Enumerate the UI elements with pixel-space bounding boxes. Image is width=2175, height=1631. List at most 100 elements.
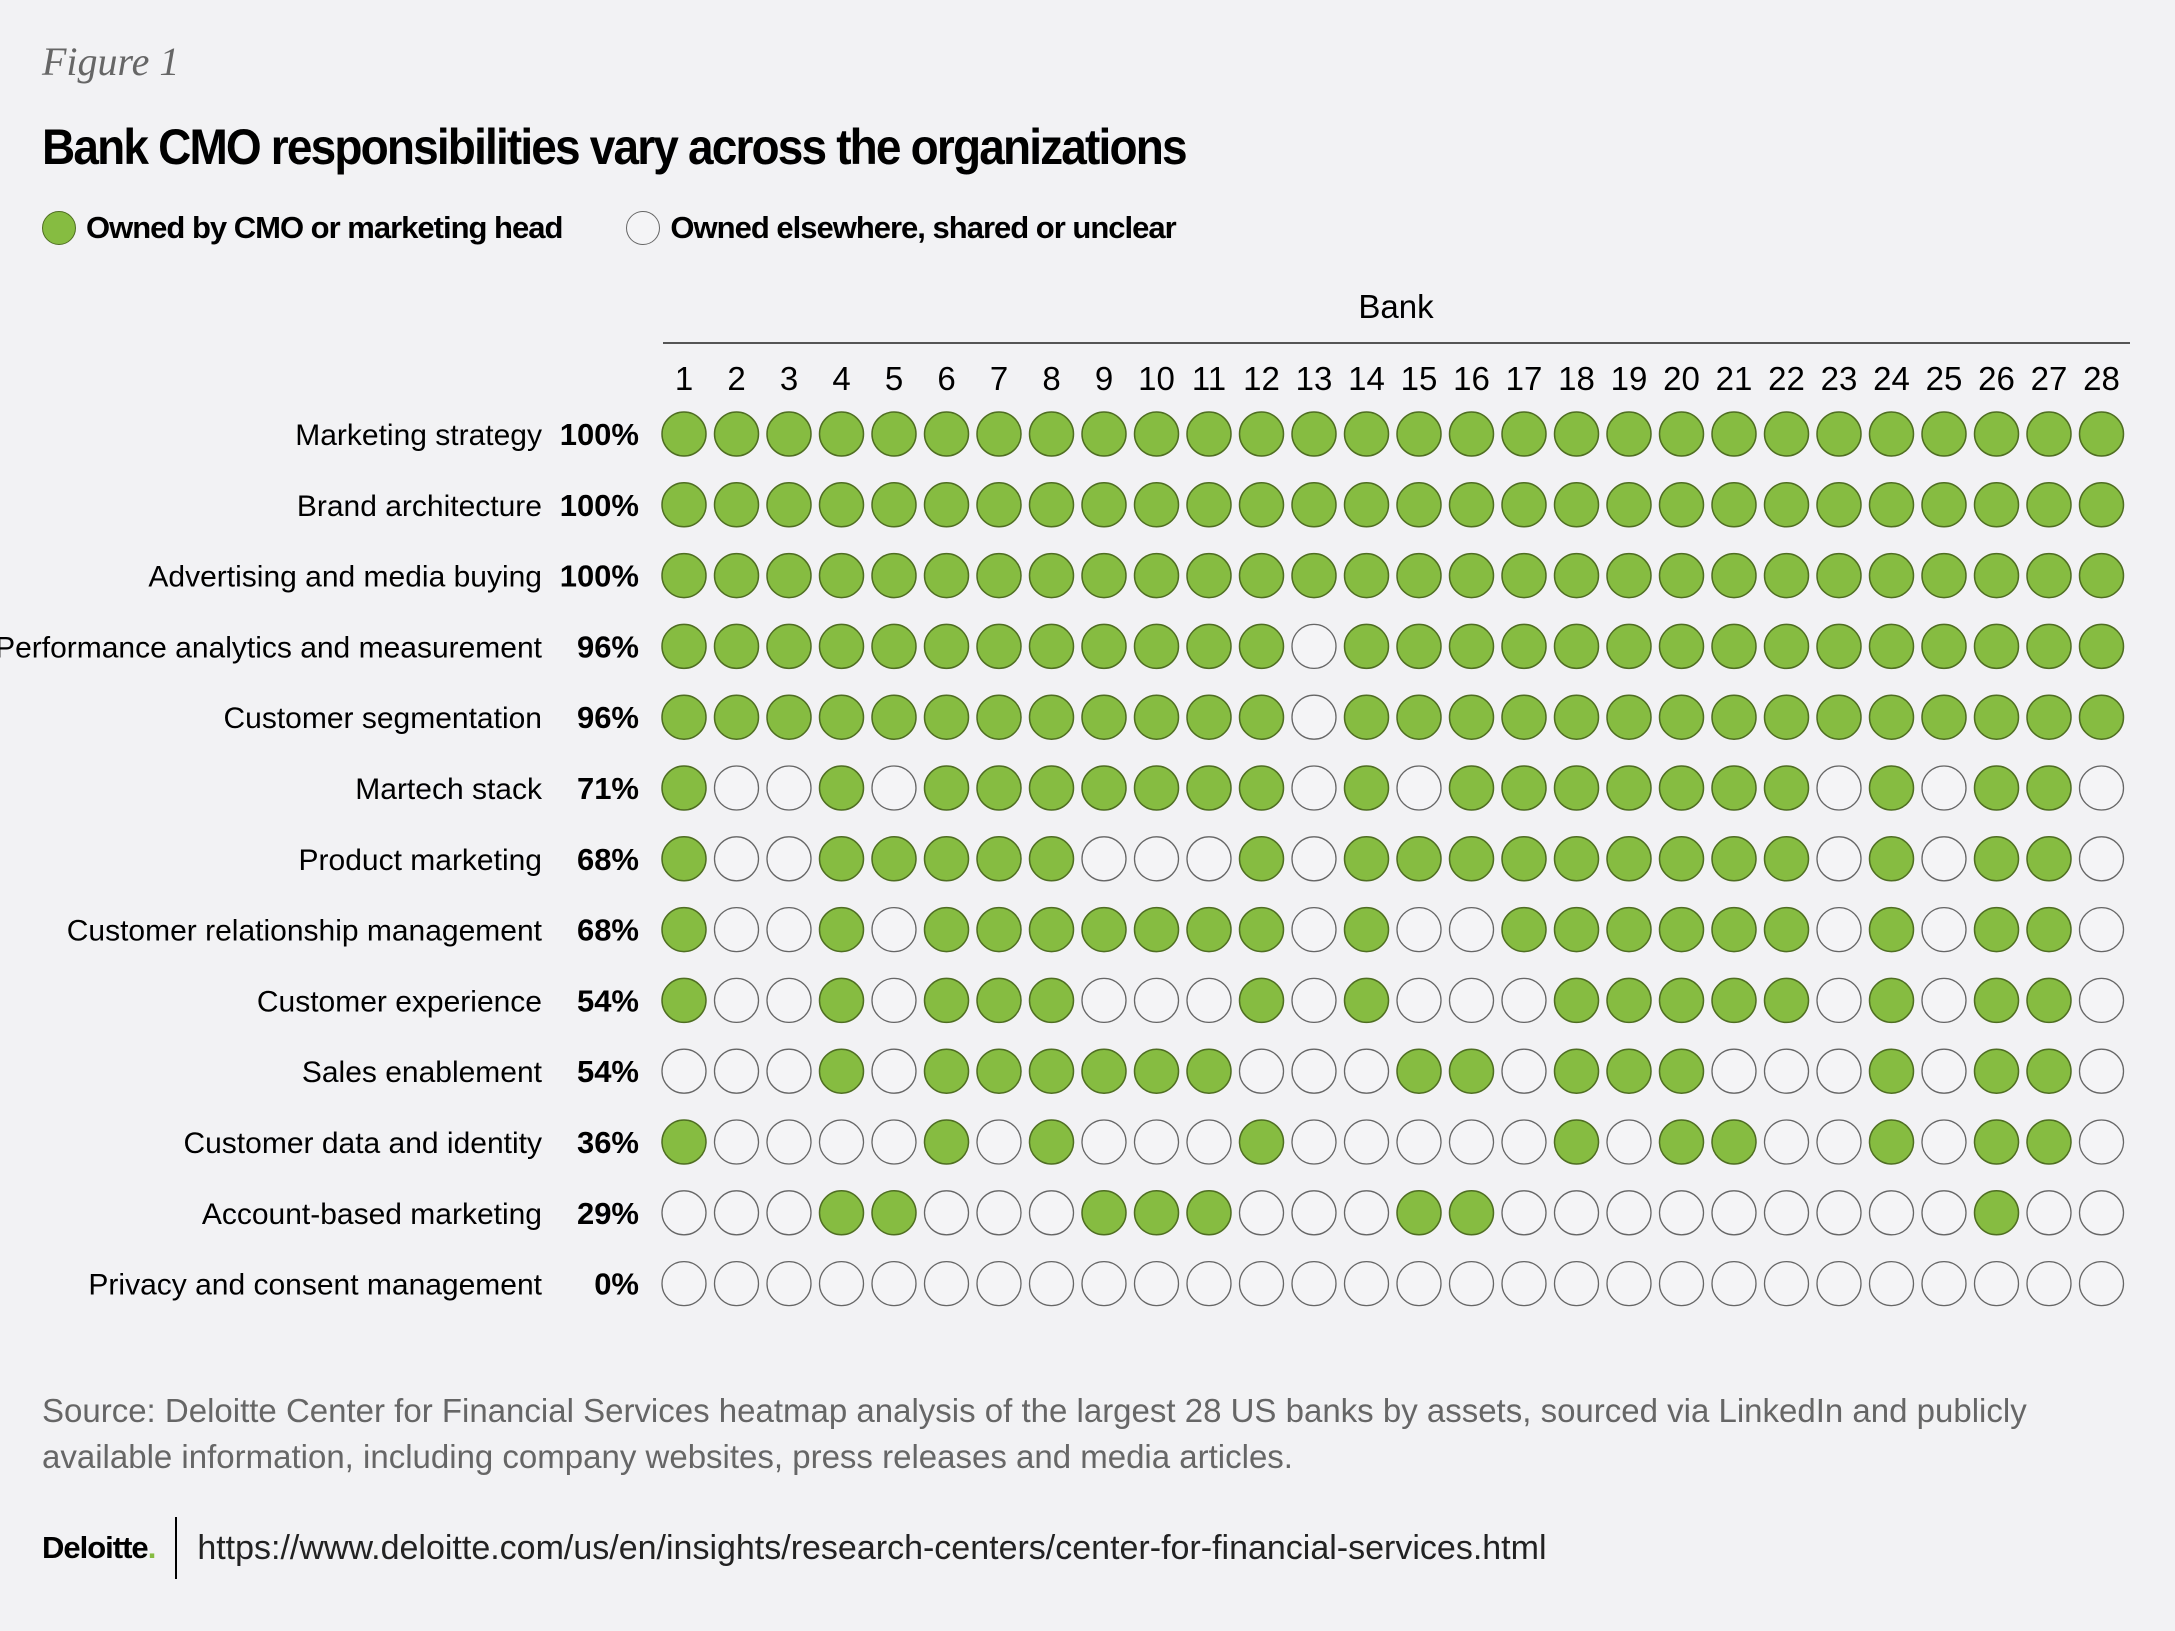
source-note: Source: Deloitte Center for Financial Se… [42,1392,2027,1475]
owned-dot [1658,623,1705,670]
owned-dot [923,836,970,882]
owned-dot [1763,411,1810,457]
elsewhere-dot [976,1190,1022,1236]
owned-dot [1396,411,1442,457]
elsewhere-dot [766,1260,812,1307]
row-percent: 96% [577,700,639,735]
owned-dot [1553,411,1600,457]
owned-dot [1028,836,1075,882]
owned-dot [923,482,970,528]
row-label: Brand architecture [297,490,542,523]
legend-item-elsewhere: Owned elsewhere, shared or unclear [626,210,1177,246]
owned-dot [871,836,917,882]
owned-dot [1658,552,1705,599]
elsewhere-dot [713,1119,760,1165]
elsewhere-dot [1291,1048,1337,1094]
owned-dot [1658,482,1705,528]
owned-dot [1081,1048,1127,1094]
owned-dot [1501,623,1547,670]
owned-dot [976,1048,1022,1094]
owned-dot [1553,765,1600,811]
owned-dot [1973,1048,2020,1094]
owned-dot [1186,765,1232,811]
footer-url[interactable]: https://www.deloitte.com/us/en/insights/… [197,1528,1547,1567]
elsewhere-dot [1028,1190,1075,1236]
owned-dot [1501,552,1547,599]
owned-dot [1343,765,1390,811]
owned-dot [1816,694,1862,740]
owned-dot [1606,482,1652,528]
owned-dot [1973,552,2020,599]
elsewhere-dot [1711,1048,1757,1094]
owned-dot [1553,552,1600,599]
elsewhere-dot [1921,906,1967,953]
owned-dot [1396,1048,1442,1094]
x-tick-label: 11 [1192,360,1226,397]
x-tick-label: 14 [1348,360,1385,397]
owned-dot [1606,623,1652,670]
owned-dot [1553,836,1600,882]
owned-dot [1868,1048,1915,1094]
elsewhere-dot [1081,836,1127,882]
owned-dot [1028,1119,1075,1165]
elsewhere-dot [713,1260,760,1307]
owned-dot [1501,906,1547,953]
elsewhere-dot [1343,1119,1390,1165]
elsewhere-dot [871,977,917,1024]
owned-dot [661,411,707,457]
owned-dot [1343,552,1390,599]
owned-dot [1973,694,2020,740]
owned-dot [1658,411,1705,457]
owned-dot [923,694,970,740]
elsewhere-dot [1816,836,1862,882]
elsewhere-dot [1448,977,1495,1024]
owned-dot [713,623,760,670]
owned-dot [766,482,812,528]
owned-dot [1448,1190,1495,1236]
owned-dot [2026,623,2072,670]
row-percent: 54% [577,983,639,1018]
elsewhere-dot [2078,906,2125,953]
owned-dot [1921,552,1967,599]
x-tick-label: 24 [1873,360,1910,397]
elsewhere-dot [923,1190,970,1236]
owned-dot [976,482,1022,528]
owned-dot [1658,836,1705,882]
owned-dot [1658,694,1705,740]
row-label: Martech stack [355,773,543,806]
owned-dot [1186,906,1232,953]
owned-dot [1238,552,1285,599]
x-tick-label: 8 [1042,360,1060,397]
owned-dot [871,411,917,457]
owned-dot [1921,411,1967,457]
owned-dot [1343,694,1390,740]
row-label: Customer data and identity [183,1127,542,1160]
elsewhere-dot [713,906,760,953]
owned-dot [2078,482,2125,528]
elsewhere-dot [661,1260,707,1307]
owned-dot [818,1048,865,1094]
owned-dot [1763,906,1810,953]
elsewhere-dot [1133,1260,1180,1307]
owned-dot [1343,623,1390,670]
owned-dot [1343,836,1390,882]
owned-dot [1396,623,1442,670]
owned-dot [766,552,812,599]
owned-dot [1606,836,1652,882]
row-label: Advertising and media buying [148,561,542,594]
owned-dot [1081,1190,1127,1236]
elsewhere-dot [1816,906,1862,953]
owned-dot [1763,482,1810,528]
elsewhere-dot [1921,1119,1967,1165]
owned-dot [1291,552,1337,599]
elsewhere-dot [1291,906,1337,953]
elsewhere-dot [661,1190,707,1236]
elsewhere-dot [1186,1119,1232,1165]
owned-dot [713,694,760,740]
x-tick-label: 1 [675,360,693,397]
x-tick-label: 7 [990,360,1008,397]
owned-dot [1501,765,1547,811]
elsewhere-dot [1606,1119,1652,1165]
owned-dot [1711,1119,1757,1165]
owned-dot [1711,411,1757,457]
